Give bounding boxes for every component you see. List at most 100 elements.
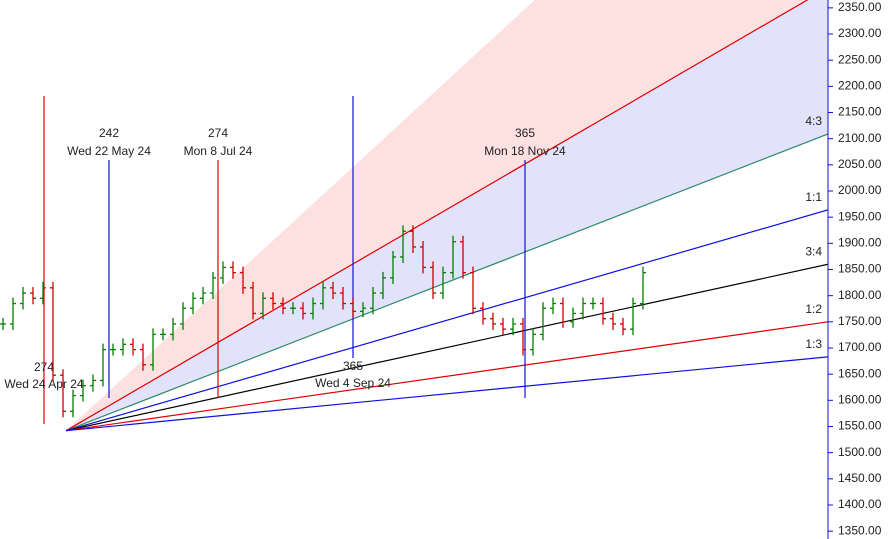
price-bar: [230, 261, 236, 279]
price-bar: [280, 297, 286, 315]
price-bar: [380, 271, 386, 300]
price-bar: [540, 302, 546, 341]
fan-label: 3:4: [805, 244, 822, 258]
y-tick-label: 1450.00: [838, 471, 882, 485]
price-bar: [460, 235, 466, 279]
price-bar: [520, 317, 526, 356]
y-tick-label: 2050.00: [838, 157, 882, 171]
price-bar: [10, 297, 16, 330]
price-bar: [510, 317, 516, 336]
price-bar: [350, 297, 356, 318]
fan-line: [65, 356, 828, 432]
fan-line: [65, 0, 809, 432]
price-bar: [600, 297, 606, 325]
y-tick-label: 1550.00: [838, 419, 882, 433]
price-bar: [470, 266, 476, 315]
cycle-count: 274: [208, 126, 228, 140]
y-tick-label: 1400.00: [838, 497, 882, 511]
y-tick-label: 1900.00: [838, 236, 882, 250]
y-tick-label: 1350.00: [838, 523, 882, 537]
fan-line: [65, 133, 828, 432]
y-tick-label: 1950.00: [838, 209, 882, 223]
price-bar: [640, 266, 646, 310]
price-bar: [570, 307, 576, 328]
price-bar: [580, 297, 586, 320]
cycle-count: 242: [99, 126, 119, 140]
price-bar: [90, 374, 96, 392]
price-bar: [150, 328, 156, 371]
price-bar: [560, 297, 566, 328]
y-tick-label: 1700.00: [838, 340, 882, 354]
y-tick-label: 2350.00: [838, 0, 882, 14]
y-tick-label: 1500.00: [838, 445, 882, 459]
plot-area: 4:3 1:1 3:4 1:2 1:3 274 Wed 24 Apr 24 242 Wed 22…: [0, 0, 828, 432]
price-bar: [330, 281, 336, 300]
price-bar: [210, 271, 216, 300]
y-tick-label: 2150.00: [838, 105, 882, 119]
cycle-date: Wed 24 Apr 24: [4, 377, 83, 391]
y-tick-label: 2100.00: [838, 131, 882, 145]
price-bar: [390, 250, 396, 284]
price-bar: [20, 287, 26, 310]
price-bar: [270, 292, 276, 310]
price-bar: [400, 225, 406, 263]
price-bar: [240, 266, 246, 294]
fan-fill: [66, 0, 828, 431]
price-bar: [250, 281, 256, 320]
price-bar: [170, 317, 176, 341]
price-bar: [290, 302, 296, 315]
fan-label: 4:3: [805, 114, 822, 128]
cycle-date: Wed 22 May 24: [67, 144, 151, 158]
price-bar: [360, 302, 366, 318]
price-bar: [480, 302, 486, 325]
price-bar: [320, 281, 326, 310]
price-bar: [610, 312, 616, 330]
y-tick-label: 2300.00: [838, 26, 882, 40]
fan-line: [65, 263, 828, 432]
y-tick-label: 1650.00: [838, 366, 882, 380]
price-bar: [0, 317, 6, 330]
price-bar: [630, 297, 636, 336]
y-tick-label: 1850.00: [838, 262, 882, 276]
price-bar: [370, 287, 376, 315]
cycle-date: Wed 4 Sep 24: [315, 376, 391, 390]
cycle-count: 365: [515, 126, 535, 140]
y-tick-label: 1800.00: [838, 288, 882, 302]
price-bar: [450, 235, 456, 279]
y-tick-label: 2000.00: [838, 183, 882, 197]
price-bar: [220, 261, 226, 284]
y-tick-label: 2200.00: [838, 79, 882, 93]
price-bar: [300, 302, 306, 320]
price-axis: 1350.00 1400.00 1450.00 1500.00 1550.00 1600.…: [827, 0, 882, 539]
price-bar: [410, 225, 416, 253]
price-bar: [490, 312, 496, 330]
price-bar: [30, 287, 36, 305]
cycle-count: 274: [34, 360, 54, 374]
fan-line: [65, 209, 828, 432]
price-bar: [180, 302, 186, 330]
fan-label: 1:3: [805, 337, 822, 351]
price-bar: [100, 343, 106, 387]
price-bar: [50, 281, 56, 382]
price-bar: [80, 379, 86, 402]
price-bar: [40, 281, 46, 305]
price-bar: [440, 266, 446, 300]
price-bar: [430, 261, 436, 300]
cycle-date: Mon 8 Jul 24: [184, 144, 253, 158]
price-bar: [200, 287, 206, 305]
price-bar: [310, 297, 316, 320]
price-bar: [70, 389, 76, 418]
price-bar: [260, 292, 266, 320]
price-bar: [620, 317, 626, 336]
price-bar: [190, 292, 196, 315]
y-tick-label: 2250.00: [838, 52, 882, 66]
price-bar: [530, 328, 536, 356]
fan-line: [65, 321, 828, 432]
price-bar: [550, 297, 556, 315]
cycle-date: Mon 18 Nov 24: [484, 144, 566, 158]
fan-label: 1:1: [805, 190, 822, 204]
y-tick-label: 1750.00: [838, 314, 882, 328]
price-bar: [500, 317, 506, 336]
fan-label: 1:2: [805, 302, 822, 316]
